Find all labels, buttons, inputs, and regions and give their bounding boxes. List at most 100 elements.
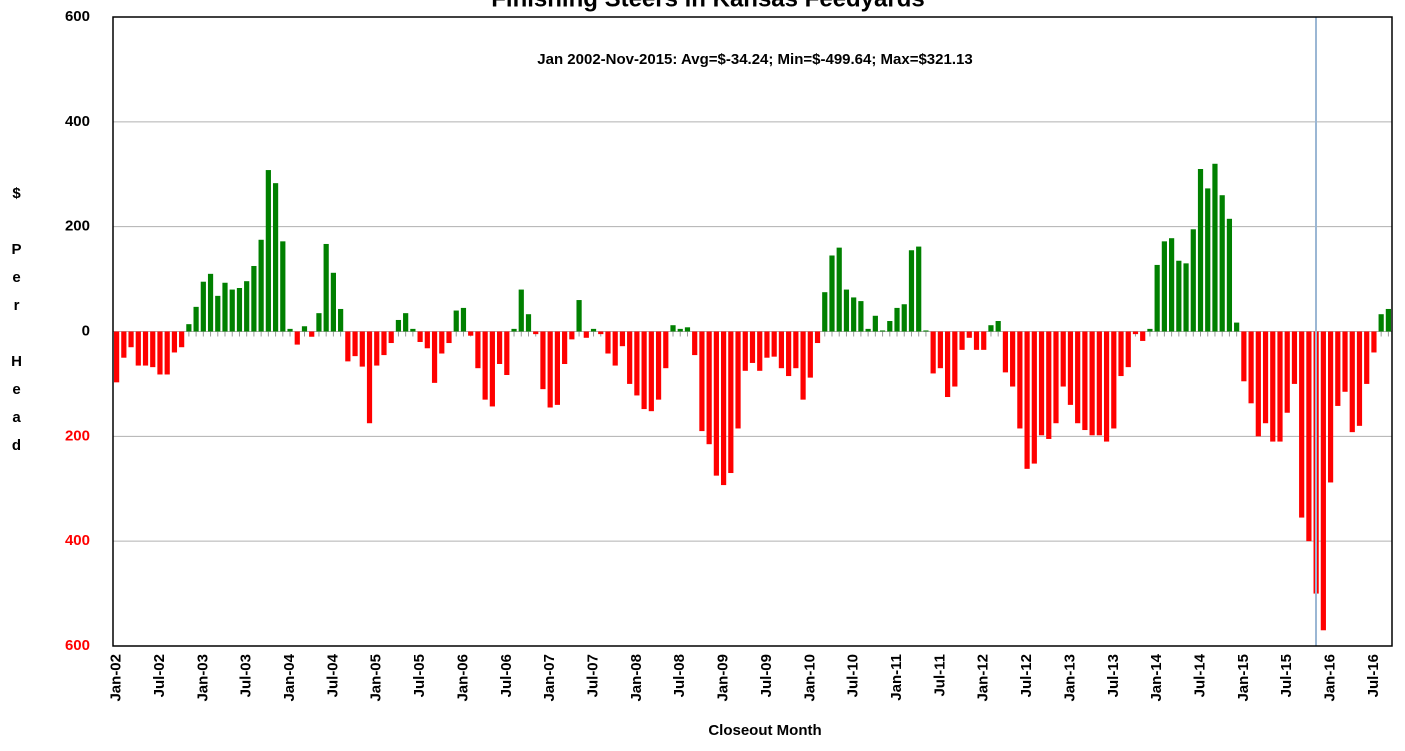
bar [887,321,893,332]
bar [728,331,734,474]
bar [1082,331,1088,431]
x-tick-label: Jul-14 [1191,653,1208,697]
bar [879,330,886,332]
bar [814,331,821,344]
bar [1226,218,1233,332]
bar [157,331,163,375]
bar [460,307,467,332]
bar [562,331,568,364]
x-tick-label: Jan-05 [368,654,385,702]
bar [1205,188,1211,332]
x-tick-label: Jan-16 [1322,654,1339,702]
bar [482,331,488,400]
bar [381,331,387,356]
bar [1371,331,1377,353]
x-tick-label: Jan-13 [1061,654,1078,702]
x-tick-label: Jul-05 [411,654,428,697]
bar [1248,331,1254,404]
bar [547,331,553,408]
bar [1154,264,1160,332]
bar [1277,331,1283,442]
bar [627,331,633,384]
bar [612,331,618,366]
x-tick-label: Jul-10 [845,654,862,697]
bar [793,331,799,369]
bar [1183,263,1189,332]
bar [836,247,842,332]
bar [1219,195,1225,332]
bar [446,331,452,344]
bar [959,331,965,350]
x-tick-label: Jul-16 [1365,654,1382,697]
y-tick-label: 400 [65,113,90,130]
bar [554,331,560,405]
bar [598,331,604,335]
bar [764,331,770,358]
x-tick-label: Jul-09 [758,654,775,697]
bar [677,328,683,332]
bar [1096,331,1102,436]
bar [229,289,235,332]
bar [1327,331,1334,483]
bar [1125,331,1131,368]
bar [1197,169,1204,332]
bar [475,331,481,369]
bar [1284,331,1290,413]
bar [851,297,857,332]
bar [605,331,611,354]
x-tick-label: Jul-13 [1105,654,1122,697]
bar [908,250,915,332]
bar [193,306,199,332]
bar [1024,331,1030,469]
bar [272,183,279,332]
bar [641,331,647,410]
bar [287,328,293,332]
bar [1060,331,1066,387]
x-tick-label: Jul-02 [151,654,168,697]
bar [395,319,402,332]
bar [583,331,589,338]
x-tick-label: Jan-04 [281,653,298,701]
x-tick-label: Jan-10 [801,654,818,702]
x-tick-label: Jul-07 [584,654,601,697]
bar [504,331,510,376]
bar [424,331,430,349]
bar [1342,331,1348,392]
bar [706,331,712,445]
bar [973,331,980,350]
bar [1161,241,1167,332]
bar [988,325,994,332]
bar [374,331,380,366]
bar [403,313,409,332]
bar [1002,331,1009,373]
bar [1255,331,1261,437]
bar [215,295,221,332]
bar [1176,260,1182,332]
bar [258,239,264,332]
bar [576,300,582,332]
bar [778,331,785,369]
bar [720,331,727,486]
x-tick-label: Jul-12 [1018,654,1035,697]
y-tick-label: 0 [82,322,90,339]
x-tick-label: Jan-08 [628,654,645,702]
bar [786,331,792,377]
bar [655,331,662,400]
bar [1349,331,1355,433]
bar [1132,331,1139,335]
bar [713,331,719,476]
bar [749,331,756,363]
x-tick-label: Jan-03 [194,654,211,702]
y-tick-label: 200 [65,218,90,235]
bar [439,331,445,354]
x-tick-label: Jul-11 [931,654,948,697]
bar [366,331,373,424]
x-tick-label: Jan-06 [454,654,471,702]
x-tick-label: Jan-09 [715,654,732,702]
bar [1038,331,1045,436]
bar [309,331,315,337]
bar [207,273,214,332]
bar [1291,331,1298,384]
bar [171,331,178,353]
